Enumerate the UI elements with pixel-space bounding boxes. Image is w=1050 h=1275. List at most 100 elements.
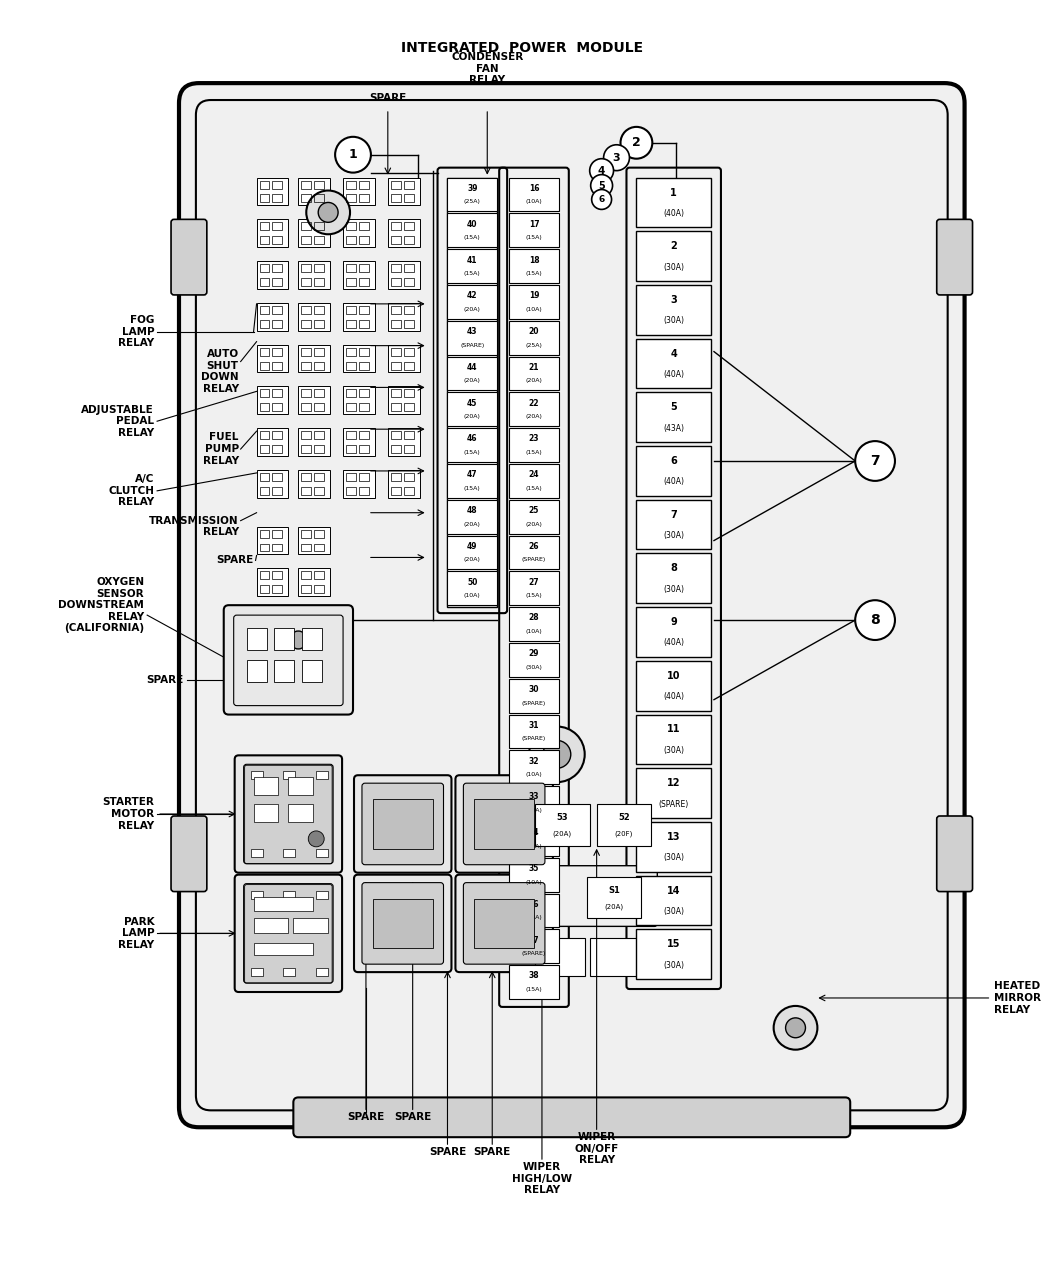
Bar — [314, 473, 324, 481]
Bar — [404, 348, 414, 356]
Bar — [359, 445, 369, 453]
Bar — [301, 529, 311, 538]
Bar — [256, 344, 289, 372]
Bar — [590, 938, 639, 977]
Bar — [509, 571, 559, 606]
Text: (10A): (10A) — [526, 880, 543, 885]
Bar — [346, 222, 356, 231]
Bar — [314, 348, 324, 356]
Text: (10A): (10A) — [526, 844, 543, 849]
Bar — [509, 321, 559, 354]
Bar — [284, 771, 295, 779]
Bar — [536, 938, 585, 977]
Bar — [636, 769, 711, 819]
Bar — [346, 473, 356, 481]
Text: 4: 4 — [597, 166, 605, 176]
Circle shape — [590, 158, 613, 182]
Text: 10: 10 — [667, 671, 680, 681]
Bar — [301, 543, 311, 552]
Bar — [404, 320, 414, 328]
Bar — [359, 389, 369, 398]
Text: (SPARE): (SPARE) — [522, 700, 546, 705]
Text: SPARE: SPARE — [394, 1112, 432, 1122]
Bar — [387, 303, 420, 330]
Bar — [259, 348, 270, 356]
Bar — [373, 899, 433, 949]
Text: 39: 39 — [467, 184, 478, 193]
Text: 44: 44 — [467, 363, 478, 372]
Circle shape — [278, 620, 318, 660]
Bar — [509, 464, 559, 497]
Text: FOG
LAMP
RELAY: FOG LAMP RELAY — [118, 315, 154, 348]
Bar — [636, 177, 711, 227]
Text: SPARE: SPARE — [147, 674, 184, 685]
Text: (30A): (30A) — [664, 263, 685, 272]
Text: 41: 41 — [467, 255, 478, 264]
Bar — [391, 236, 401, 245]
Bar — [314, 389, 324, 398]
Bar — [298, 219, 330, 247]
Circle shape — [307, 190, 350, 235]
Bar — [256, 386, 289, 414]
Text: TRANSMISSION
RELAY: TRANSMISSION RELAY — [149, 516, 238, 538]
Bar — [387, 177, 420, 205]
Bar — [509, 965, 559, 1000]
Text: (20A): (20A) — [464, 379, 481, 384]
Bar — [359, 306, 369, 314]
Text: 32: 32 — [529, 756, 540, 766]
Bar — [404, 431, 414, 439]
Bar — [509, 428, 559, 462]
Bar — [314, 431, 324, 439]
Bar — [314, 362, 324, 370]
Bar — [636, 876, 711, 926]
Text: 6: 6 — [598, 195, 605, 204]
Bar — [636, 714, 711, 764]
Bar — [346, 431, 356, 439]
Text: (20F): (20F) — [615, 831, 633, 838]
Bar — [301, 195, 311, 203]
Bar — [259, 362, 270, 370]
Bar — [404, 362, 414, 370]
Bar — [447, 286, 498, 319]
Bar — [509, 357, 559, 390]
Text: (15A): (15A) — [526, 272, 543, 275]
Text: (20A): (20A) — [605, 904, 624, 910]
Bar — [272, 181, 282, 189]
Text: 8: 8 — [670, 564, 677, 574]
Bar — [346, 403, 356, 412]
Bar — [314, 529, 324, 538]
Text: ADJUSTABLE
PEDAL
RELAY: ADJUSTABLE PEDAL RELAY — [82, 404, 154, 437]
Bar — [272, 585, 282, 593]
Bar — [301, 389, 311, 398]
Bar — [293, 918, 329, 933]
Text: (25A): (25A) — [464, 199, 481, 204]
Text: 5: 5 — [670, 403, 677, 412]
Bar — [391, 195, 401, 203]
Bar — [272, 236, 282, 245]
Text: (SPARE): (SPARE) — [522, 951, 546, 956]
Text: (15A): (15A) — [526, 987, 543, 992]
Text: 52: 52 — [618, 813, 630, 822]
Bar — [359, 473, 369, 481]
Bar — [301, 571, 311, 579]
Text: 14: 14 — [667, 886, 680, 895]
Bar — [636, 286, 711, 335]
Bar — [301, 445, 311, 453]
FancyBboxPatch shape — [937, 219, 972, 295]
Text: 1: 1 — [670, 187, 677, 198]
Bar — [259, 529, 270, 538]
Bar — [301, 403, 311, 412]
Bar — [391, 362, 401, 370]
Bar — [272, 278, 282, 286]
Text: INTEGRATED  POWER  MODULE: INTEGRATED POWER MODULE — [401, 41, 643, 55]
Text: 43: 43 — [467, 328, 478, 337]
Bar — [509, 929, 559, 963]
Bar — [314, 585, 324, 593]
Bar — [316, 771, 329, 779]
Bar — [247, 660, 267, 682]
Bar — [391, 389, 401, 398]
Bar — [404, 403, 414, 412]
Bar — [256, 261, 289, 289]
Bar — [301, 487, 311, 495]
Bar — [301, 320, 311, 328]
